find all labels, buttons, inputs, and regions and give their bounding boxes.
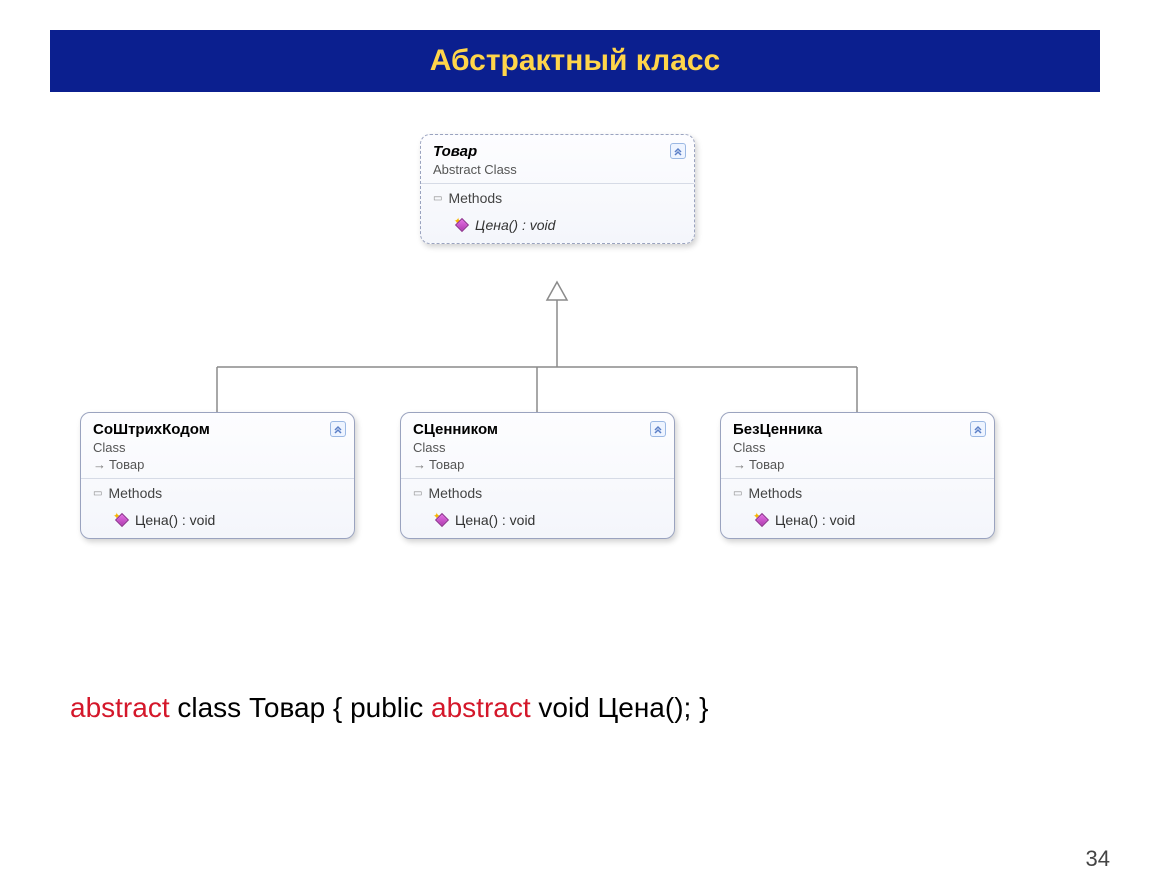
class-inherits: →Товар bbox=[413, 457, 662, 472]
collapse-icon[interactable] bbox=[670, 143, 686, 159]
class-inherits: →Товар bbox=[93, 457, 342, 472]
method-row: ✦ Цена() : void bbox=[721, 507, 994, 538]
inherits-label: Товар bbox=[429, 457, 464, 472]
class-box-header: Товар Abstract Class bbox=[421, 135, 694, 183]
inherits-arrow-icon: → bbox=[733, 457, 746, 472]
methods-section-header[interactable]: ▭ Methods bbox=[401, 478, 674, 507]
method-icon: ✦ bbox=[455, 218, 469, 232]
collapse-icon[interactable] bbox=[330, 421, 346, 437]
class-box-child: СЦенником Class →Товар ▭ Methods ✦ Цена() : vo… bbox=[400, 412, 675, 539]
page-number: 34 bbox=[1086, 846, 1110, 872]
method-signature: Цена() : void bbox=[475, 217, 555, 233]
methods-section-header[interactable]: ▭ Methods bbox=[421, 183, 694, 212]
code-segment: abstract bbox=[70, 692, 177, 723]
method-icon: ✦ bbox=[755, 513, 769, 527]
section-toggle-icon: ▭ bbox=[433, 193, 442, 204]
class-box-child: СоШтрихКодом Class →Товар ▭ Methods ✦ Цена() :… bbox=[80, 412, 355, 539]
collapse-icon[interactable] bbox=[650, 421, 666, 437]
methods-label: Methods bbox=[748, 485, 802, 501]
class-stereotype: Class bbox=[413, 440, 662, 455]
method-row: ✦ Цена() : void bbox=[81, 507, 354, 538]
method-row: ✦ Цена() : void bbox=[401, 507, 674, 538]
class-name: БезЦенника bbox=[733, 421, 982, 438]
class-box-child: БезЦенника Class →Товар ▭ Methods ✦ Цена() : v… bbox=[720, 412, 995, 539]
class-box-parent: Товар Abstract Class ▭ Methods ✦ Цена() : voi… bbox=[420, 134, 695, 244]
methods-section-header[interactable]: ▭ Methods bbox=[721, 478, 994, 507]
section-toggle-icon: ▭ bbox=[413, 488, 422, 499]
methods-section-header[interactable]: ▭ Methods bbox=[81, 478, 354, 507]
class-box-header: БезЦенника Class →Товар bbox=[721, 413, 994, 478]
class-name: СоШтрихКодом bbox=[93, 421, 342, 438]
class-stereotype: Class bbox=[93, 440, 342, 455]
inherits-arrow-icon: → bbox=[413, 457, 426, 472]
section-toggle-icon: ▭ bbox=[733, 488, 742, 499]
inherits-label: Товар bbox=[749, 457, 784, 472]
methods-label: Methods bbox=[428, 485, 482, 501]
code-segment: class Товар { public bbox=[177, 692, 431, 723]
section-toggle-icon: ▭ bbox=[93, 488, 102, 499]
method-signature: Цена() : void bbox=[775, 512, 855, 528]
class-box-header: СЦенником Class →Товар bbox=[401, 413, 674, 478]
method-icon: ✦ bbox=[115, 513, 129, 527]
code-segment: void Цена(); } bbox=[538, 692, 708, 723]
inherits-arrow-icon: → bbox=[93, 457, 106, 472]
class-name: Товар bbox=[433, 143, 682, 160]
collapse-icon[interactable] bbox=[970, 421, 986, 437]
method-icon: ✦ bbox=[435, 513, 449, 527]
methods-label: Methods bbox=[108, 485, 162, 501]
class-stereotype: Class bbox=[733, 440, 982, 455]
class-name: СЦенником bbox=[413, 421, 662, 438]
class-stereotype: Abstract Class bbox=[433, 162, 682, 177]
inherits-label: Товар bbox=[109, 457, 144, 472]
method-row: ✦ Цена() : void bbox=[421, 212, 694, 243]
methods-label: Methods bbox=[448, 190, 502, 206]
code-segment: abstract bbox=[431, 692, 538, 723]
slide-title: Абстрактный класс bbox=[50, 30, 1100, 92]
class-inherits: →Товар bbox=[733, 457, 982, 472]
method-signature: Цена() : void bbox=[135, 512, 215, 528]
class-box-header: СоШтрихКодом Class →Товар bbox=[81, 413, 354, 478]
code-snippet: abstract class Товар { public abstract v… bbox=[70, 692, 1090, 724]
class-diagram: Товар Abstract Class ▭ Methods ✦ Цена() : voi… bbox=[50, 92, 1100, 652]
method-signature: Цена() : void bbox=[455, 512, 535, 528]
